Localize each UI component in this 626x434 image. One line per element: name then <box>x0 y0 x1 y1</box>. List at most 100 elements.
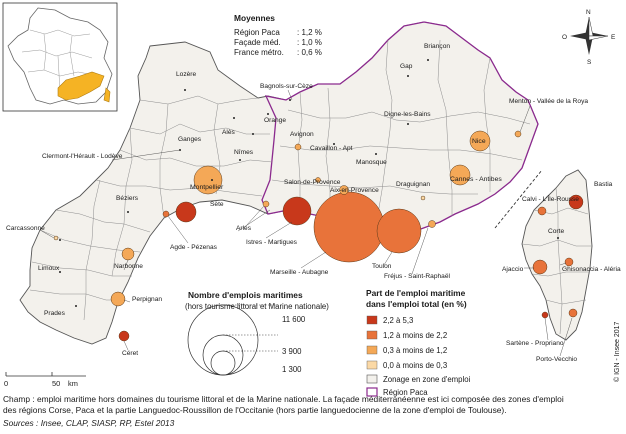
label-frejus: Fréjus - Saint-Raphaël <box>384 273 451 280</box>
label-clermont: Clermont-l'Hérault - Lodève <box>42 153 123 160</box>
label-narbonne: Narbonne <box>114 263 143 270</box>
color-legend-title-1: Part de l'emploi maritime <box>366 288 466 298</box>
averages-value-facade: : 1,0 % <box>297 38 322 47</box>
averages-label-paca: Région Paca <box>234 28 280 37</box>
circle-ghisonaccia <box>564 257 574 267</box>
circle-sete <box>175 201 197 223</box>
source-line: Sources : Insee, CLAP, SIASP, RP, Estel … <box>3 418 175 428</box>
mainland-zones <box>19 21 539 345</box>
label-bastia: Bastia <box>594 181 613 188</box>
circle-ceret <box>118 330 130 342</box>
region-label: Région Paca <box>383 388 428 397</box>
label-orange: Orange <box>264 117 286 124</box>
color-class-4: 0,0 à moins de 0,3 <box>383 361 447 370</box>
label-toulon: Toulon <box>372 263 392 270</box>
caption-line-1: Champ : emploi maritime hors domaines du… <box>3 394 564 404</box>
corsica-separator <box>494 169 543 229</box>
averages-title: Moyennes <box>234 13 275 23</box>
leader-lines <box>39 89 573 357</box>
label-nice: Nice <box>472 138 486 145</box>
scale-zero: 0 <box>4 379 8 388</box>
label-montpellier: Montpellier <box>190 184 224 191</box>
color-class-3: 0,3 à moins de 1,2 <box>383 346 447 355</box>
label-avignon: Avignon <box>290 131 314 138</box>
label-nimes: Nîmes <box>234 149 254 156</box>
circle-carcassonne <box>53 235 59 241</box>
label-beziers: Béziers <box>116 195 139 202</box>
averages-box: Moyennes Région Paca : 1,2 % Façade méd.… <box>234 13 322 57</box>
zone-circles <box>53 130 584 342</box>
color-class-2: 1,2 à moins de 2,2 <box>383 331 447 340</box>
size-legend: Nombre d'emplois maritimes (hors tourism… <box>185 290 329 376</box>
label-cavaillon: Cavaillon - Apt <box>310 145 353 152</box>
label-marseille: Marseille - Aubagne <box>270 269 329 276</box>
circle-agde <box>162 210 170 218</box>
label-cannes: Cannes - Antibes <box>450 176 502 183</box>
zone-labels: Lozère Bagnols-sur-Cèze Briançon Gap Alè… <box>6 43 621 363</box>
label-ales: Alès <box>222 129 236 136</box>
label-limoux: Limoux <box>38 265 60 272</box>
color-legend: Part de l'emploi maritime dans l'emploi … <box>366 288 471 397</box>
compass-rose: N S E O <box>562 9 616 66</box>
scale-bar: 0 50 km <box>4 372 86 388</box>
label-gap: Gap <box>400 63 413 70</box>
label-menton: Menton - Vallée de la Roya <box>509 98 588 105</box>
size-value-medium: 3 900 <box>282 347 302 356</box>
label-sartene: Sartène - Propriano <box>506 340 564 347</box>
circle-montpellier <box>193 165 223 195</box>
label-istres: Istres - Martigues <box>246 239 298 246</box>
circle-sartene <box>541 311 549 319</box>
circle-marseille <box>313 191 385 263</box>
circle-aix <box>339 185 349 195</box>
label-corte: Corte <box>548 228 564 235</box>
label-sete: Sète <box>210 201 224 208</box>
circle-draguignan <box>420 195 426 201</box>
label-aix: Aix-en-Provence <box>330 187 379 194</box>
label-ajaccio: Ajaccio <box>502 266 524 273</box>
label-ganges: Ganges <box>178 136 202 143</box>
circle-narbonne <box>121 247 135 261</box>
circle-menton <box>514 130 522 138</box>
label-arles: Arles <box>236 225 252 232</box>
circle-frejus <box>428 220 436 228</box>
label-carcassonne: Carcassonne <box>6 225 45 232</box>
caption-line-2: des régions Corse, Paca et la partie Lan… <box>3 405 507 415</box>
label-calvi: Calvi - L'Île-Rousse <box>522 194 579 203</box>
size-legend-subtitle: (hors tourisme littoral et Marine nation… <box>185 302 329 311</box>
copyright: © IGN - Insee 2017 <box>613 321 621 382</box>
label-agde: Agde - Pézenas <box>170 244 218 251</box>
label-prades: Prades <box>44 310 66 317</box>
circle-calvi <box>537 206 547 216</box>
label-salon: Salon-de-Provence <box>284 179 341 186</box>
circle-avignon <box>294 143 302 151</box>
compass-e: E <box>611 34 616 41</box>
circle-salon <box>315 177 321 183</box>
zone-label: Zonage en zone d'emploi <box>383 375 471 384</box>
circle-perpignan <box>110 291 126 307</box>
averages-value-france: : 0,6 % <box>297 48 322 57</box>
circle-porto-vecchio <box>568 308 578 318</box>
circle-nice <box>469 130 491 152</box>
town-dots <box>59 59 559 307</box>
label-digne: Digne-les-Bains <box>384 111 431 118</box>
size-legend-title: Nombre d'emplois maritimes <box>188 290 303 300</box>
circle-ajaccio <box>532 259 548 275</box>
sea-coast-area <box>92 196 520 330</box>
compass-n: N <box>586 9 591 16</box>
color-legend-title-2: dans l'emploi total (en %) <box>366 299 467 309</box>
circle-arles <box>262 200 270 208</box>
circle-toulon <box>376 208 422 254</box>
color-class-1: 2,2 à 5,3 <box>383 316 413 325</box>
label-manosque: Manosque <box>356 159 387 166</box>
label-bagnols: Bagnols-sur-Cèze <box>260 83 313 90</box>
circle-istres <box>282 196 312 226</box>
circle-bastia <box>568 194 584 210</box>
size-value-small: 1 300 <box>282 365 302 374</box>
label-ghisonaccia: Ghisonaccia - Aléria <box>562 266 621 273</box>
label-lozere: Lozère <box>176 71 196 78</box>
scale-unit: km <box>68 379 78 388</box>
label-perpignan: Perpignan <box>132 296 162 303</box>
label-briancon: Briançon <box>424 43 450 50</box>
size-value-large: 11 600 <box>282 315 306 324</box>
